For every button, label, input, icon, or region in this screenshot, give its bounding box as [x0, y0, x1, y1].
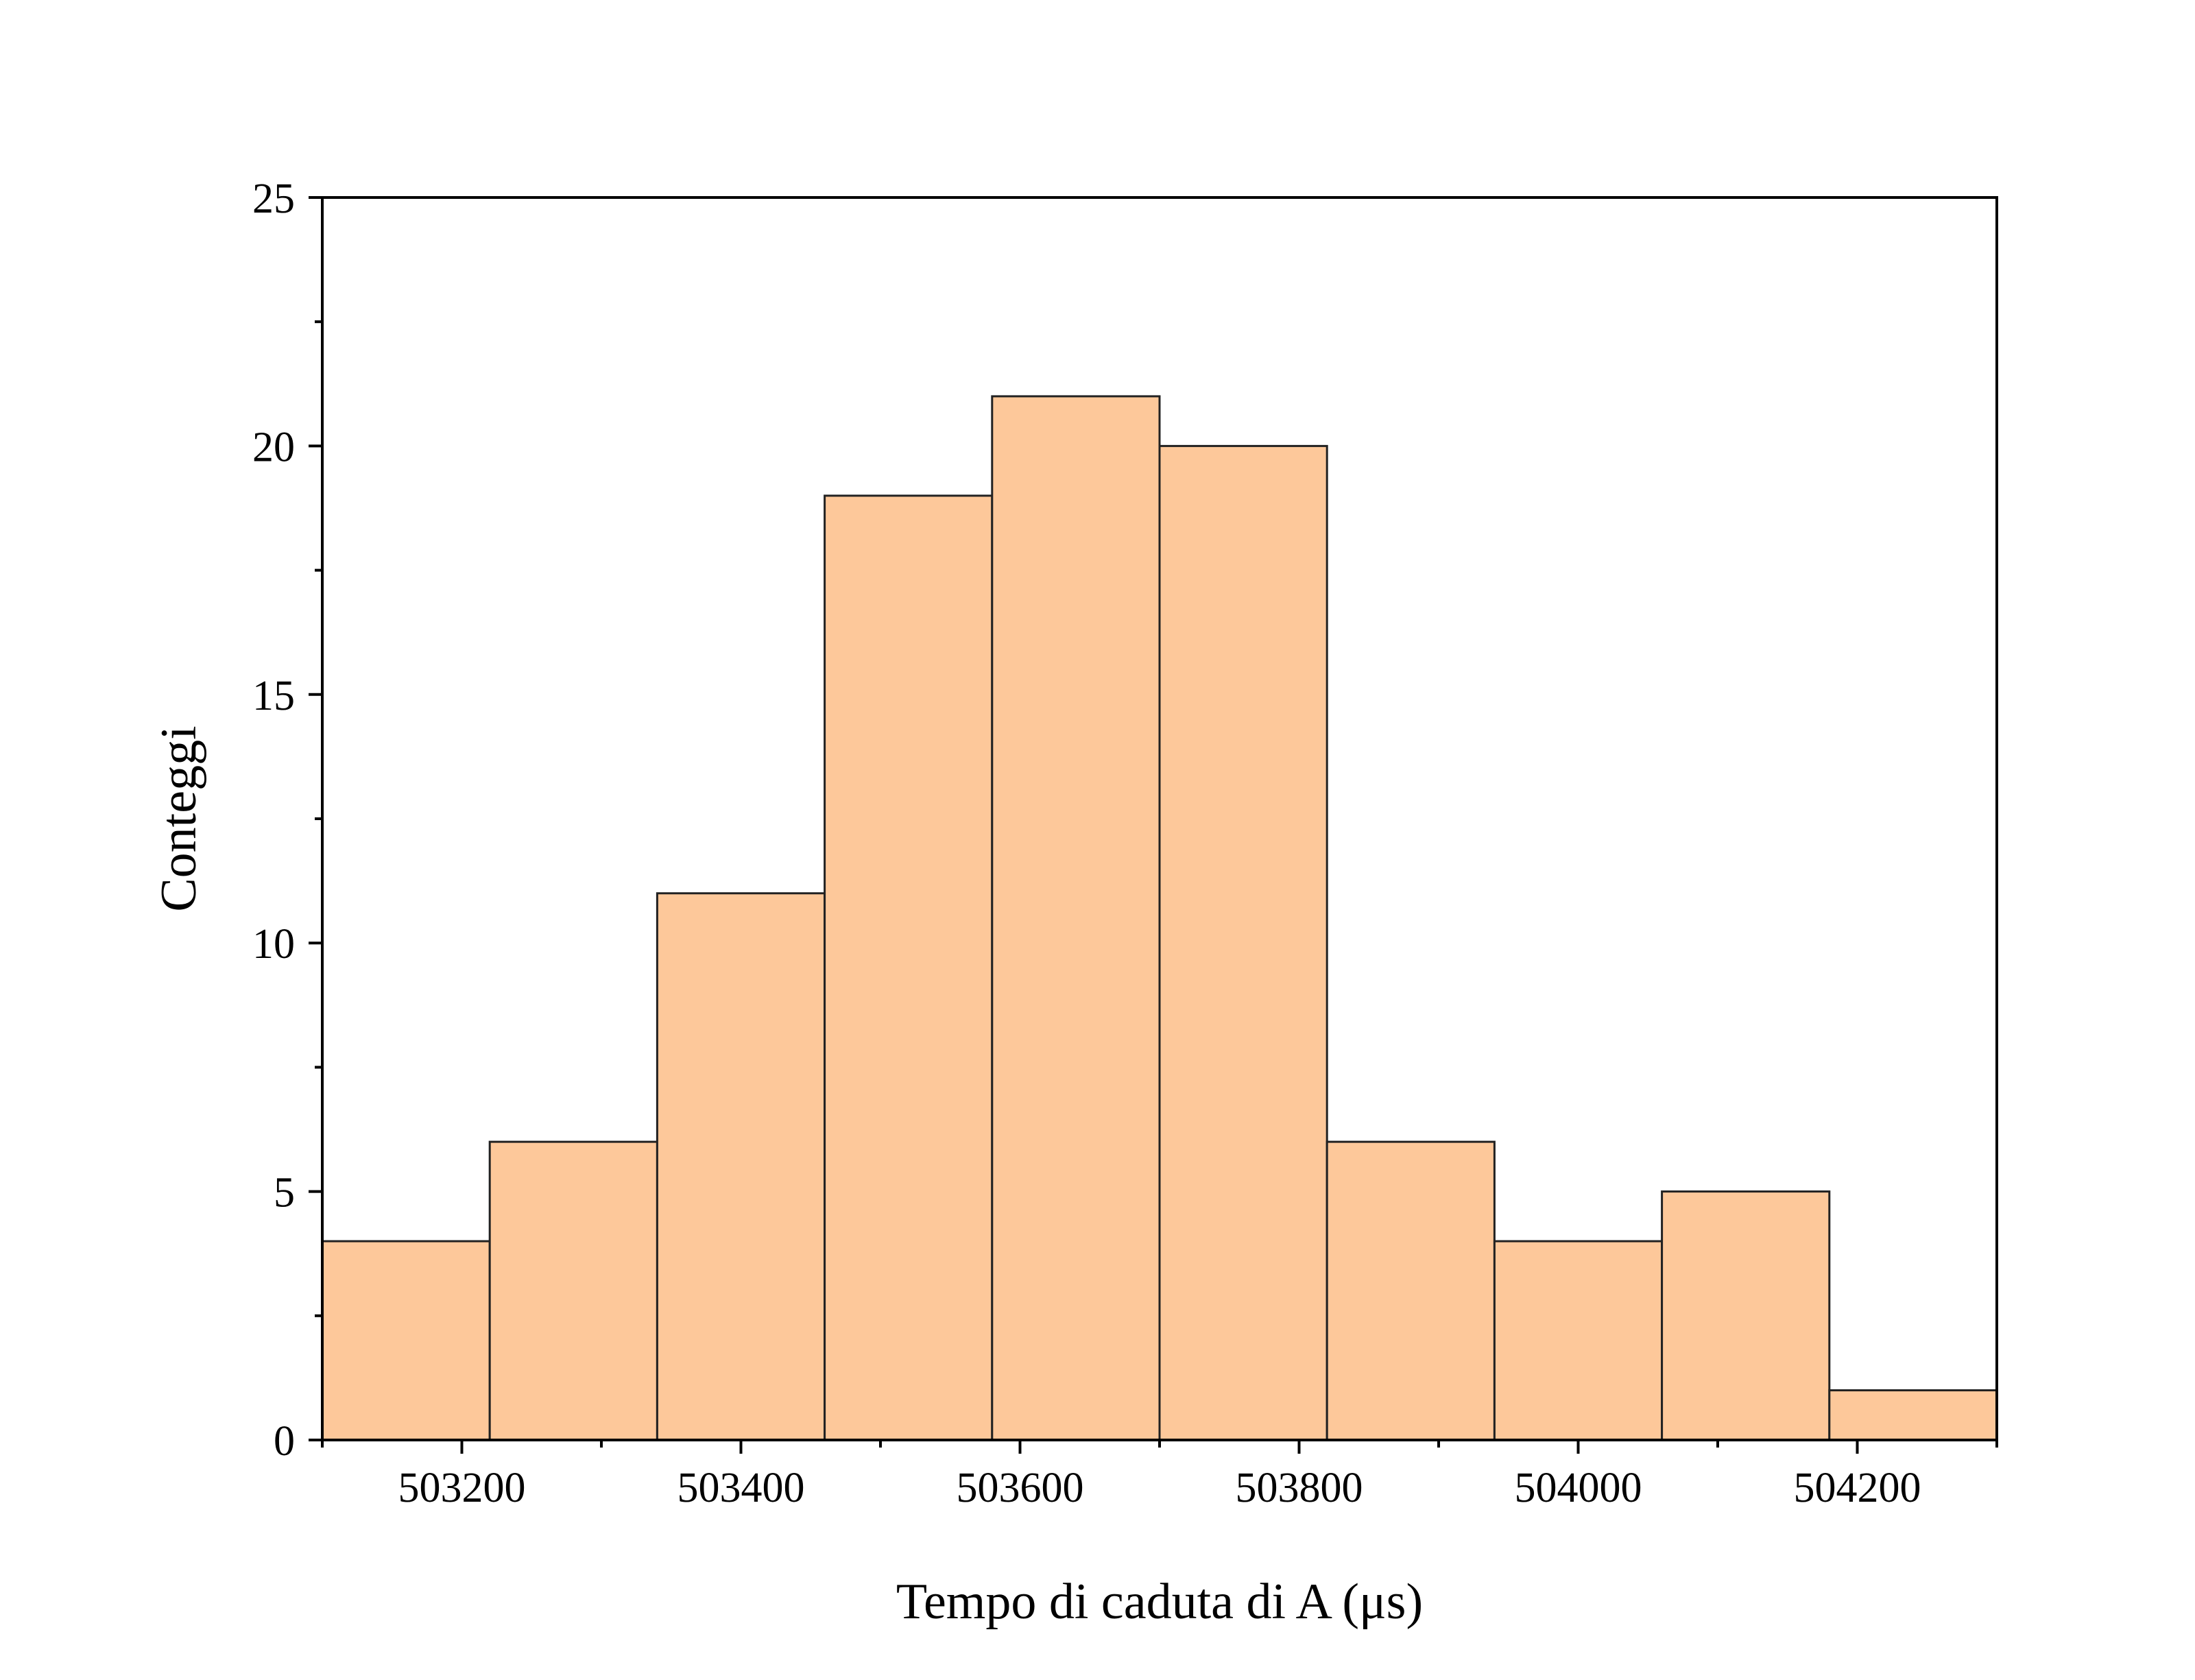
plot-frame — [321, 196, 1998, 1441]
histogram-bar-3 — [824, 494, 994, 1441]
x-tick-label: 503200 — [398, 1465, 526, 1511]
histogram-bar-0 — [321, 1240, 491, 1441]
bars-layer — [321, 395, 1998, 1441]
histogram-bar-8 — [1661, 1190, 1831, 1441]
y-tick-label: 15 — [252, 673, 295, 719]
y-tick-label: 20 — [252, 424, 295, 470]
histogram-bar-1 — [488, 1140, 658, 1441]
x-tick-label: 503800 — [1236, 1465, 1363, 1511]
y-tick-label: 10 — [252, 921, 295, 968]
histogram-bar-2 — [656, 892, 826, 1441]
x-tick-label: 504000 — [1515, 1465, 1642, 1511]
x-tick-label: 504200 — [1794, 1465, 1921, 1511]
histogram-bar-9 — [1828, 1389, 1998, 1441]
histogram-bar-4 — [991, 395, 1161, 1441]
y-tick-label: 0 — [274, 1418, 295, 1465]
y-tick-label: 5 — [274, 1170, 295, 1216]
x-tick-label: 503400 — [677, 1465, 805, 1511]
y-axis-title: Conteggi — [151, 725, 207, 911]
tick-labels-layer: 0 5 10 15 20 25 503200 503400 503600 503800 504000… — [252, 176, 1921, 1511]
histogram-bar-5 — [1158, 444, 1328, 1441]
x-axis-title: Tempo di caduta di A (μs) — [896, 1574, 1423, 1630]
histogram-bar-6 — [1326, 1140, 1496, 1441]
y-tick-label: 25 — [252, 176, 295, 222]
x-tick-label: 503600 — [957, 1465, 1084, 1511]
histogram-bar-7 — [1493, 1240, 1664, 1441]
